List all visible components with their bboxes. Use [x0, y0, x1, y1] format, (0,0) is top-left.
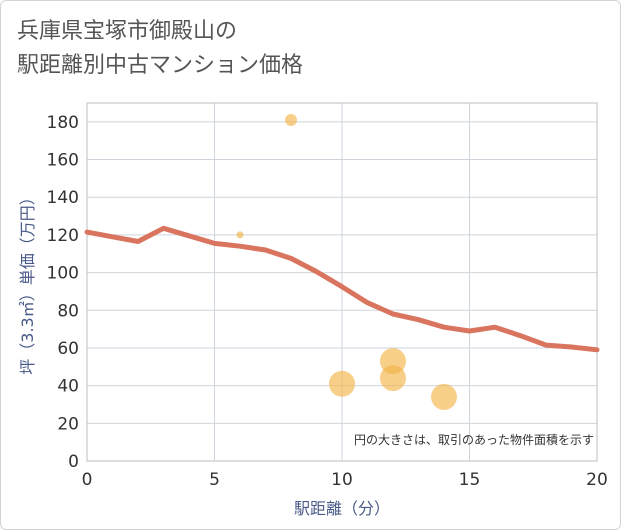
y-tick-180: 180	[47, 113, 79, 133]
y-tick-100: 100	[47, 264, 79, 284]
bubble-series	[236, 113, 457, 410]
y-tick-120: 120	[47, 226, 79, 246]
bubble-5	[431, 383, 457, 410]
y-tick-40: 40	[57, 377, 79, 397]
bubble-4	[380, 365, 406, 392]
bubble-2	[329, 370, 355, 397]
y-tick-160: 160	[47, 151, 79, 171]
y-tick-labels: 0 20 40 60 80 100 120 140 160 180	[47, 113, 79, 472]
y-tick-60: 60	[57, 339, 79, 359]
y-axis-label: 坪（3.3㎡）単価（万円）	[18, 189, 37, 374]
y-tick-20: 20	[57, 414, 79, 434]
bubble-1	[236, 231, 244, 239]
x-axis-label: 駅距離（分）	[294, 499, 390, 518]
x-tick-5: 5	[209, 470, 220, 490]
x-tick-0: 0	[82, 470, 93, 490]
x-tick-labels: 0 5 10 15 20	[82, 470, 608, 490]
y-tick-80: 80	[57, 301, 79, 321]
y-tick-140: 140	[47, 188, 79, 208]
grid-lines	[86, 103, 598, 462]
x-tick-20: 20	[586, 470, 608, 490]
price-trend-line	[84, 225, 600, 353]
x-tick-15: 15	[459, 470, 481, 490]
plot-frame	[86, 102, 598, 462]
chart-title: 兵庫県宝塚市御殿山の 駅距離別中古マンション価格	[17, 15, 303, 83]
bubble-size-note: 円の大きさは、取引のあった物件面積を示す	[354, 432, 594, 447]
title-line-2: 駅距離別中古マンション価格	[17, 53, 304, 78]
bubble-0	[285, 113, 297, 126]
y-tick-0: 0	[68, 452, 79, 472]
x-tick-10: 10	[331, 470, 353, 490]
title-line-1: 兵庫県宝塚市御殿山の	[17, 19, 238, 44]
